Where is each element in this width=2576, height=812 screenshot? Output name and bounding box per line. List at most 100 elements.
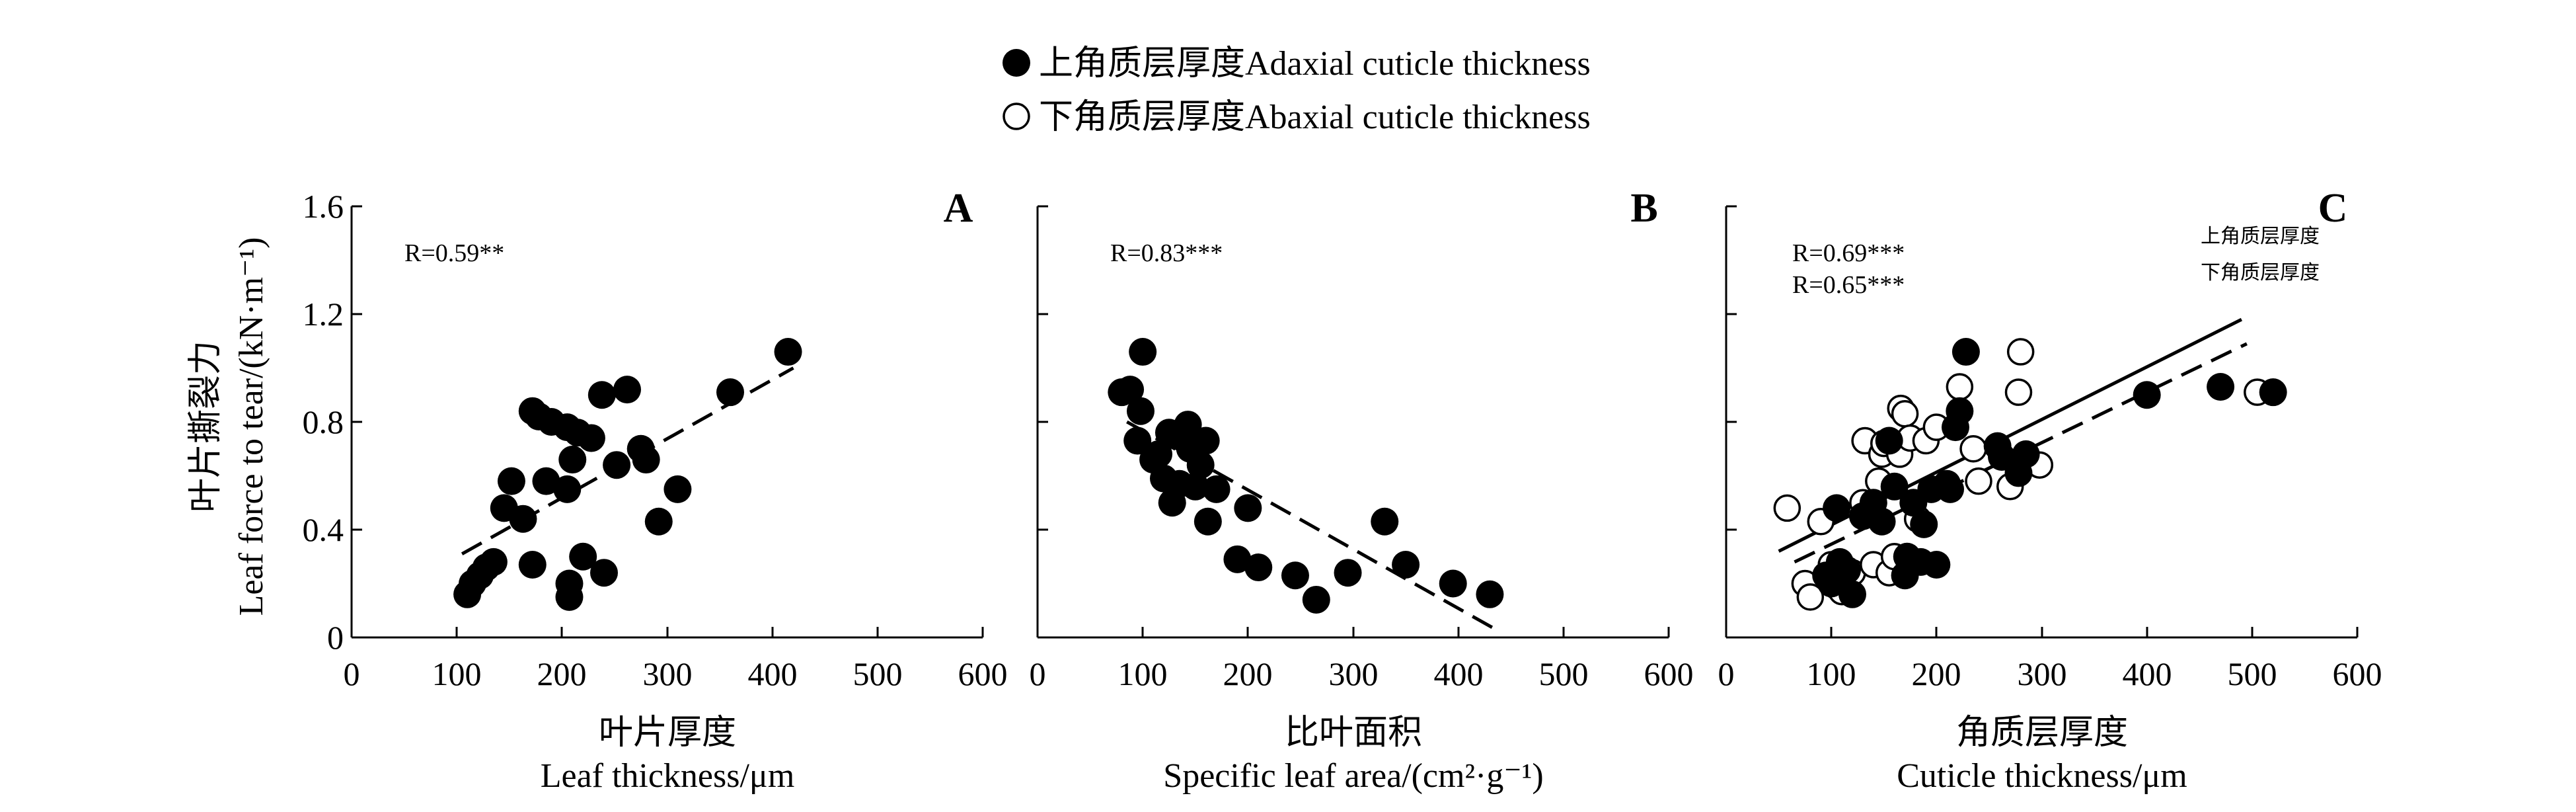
x-tick-label: 200 <box>1223 655 1273 692</box>
data-point <box>644 507 673 536</box>
data-point <box>509 505 537 533</box>
panel-a-x-label-en: Leaf thickness/μm <box>541 757 795 795</box>
x-tick-label: 500 <box>853 655 903 692</box>
data-point <box>518 550 547 579</box>
y-tick-label: 0 <box>327 619 344 656</box>
data-point-abaxial <box>2004 378 2033 406</box>
panel-b-letter: B <box>1630 186 1657 231</box>
y-tick-label: 0.4 <box>303 511 344 548</box>
x-tick-label: 600 <box>1644 655 1694 692</box>
panel-c-points <box>1773 338 2287 611</box>
x-tick-label: 600 <box>2333 655 2382 692</box>
y-axis-title: 叶片撕裂力 Leaf force to tear/(kN·m⁻¹) <box>187 237 270 616</box>
y-tick-label: 1.6 <box>303 188 344 225</box>
panel-c-x-label-en: Cuticle thickness/μm <box>1897 757 2187 795</box>
panel-c-line-label-dashed: 下角质层厚度 <box>2201 262 2320 284</box>
x-tick-label: 300 <box>1329 655 1379 692</box>
y-tick-label: 1.2 <box>303 296 344 333</box>
x-tick-label: 200 <box>1912 655 1961 692</box>
panel-b-points <box>1108 338 1504 614</box>
panel-c-r-value-abaxial: R=0.65*** <box>1792 271 1905 299</box>
data-point <box>590 559 618 587</box>
panel-b-x-tick-labels: 0 100 200 300 400 500 600 <box>1030 655 1694 692</box>
panel-a-letter: A <box>944 186 973 231</box>
panel-a-r-value: R=0.59** <box>404 239 504 267</box>
data-point <box>1392 550 1420 579</box>
x-tick-label: 400 <box>748 655 798 692</box>
data-point <box>1234 494 1262 522</box>
panel-a-y-ticks <box>352 205 362 639</box>
data-point-adaxial <box>2133 381 2161 409</box>
x-tick-label: 600 <box>958 655 1008 692</box>
panel-c-x-tick-labels: 0 100 200 300 400 500 600 <box>1718 655 2382 692</box>
panel-c-x-ticks <box>1725 627 2359 637</box>
data-point <box>663 475 692 503</box>
y-axis-label-en: Leaf force to tear/(kN·m⁻¹) <box>233 237 270 616</box>
data-point-adaxial <box>1823 494 1851 522</box>
panel-b-x-label-en: Specific leaf area/(cm²·g⁻¹) <box>1163 757 1543 795</box>
data-point-adaxial <box>1951 338 1980 366</box>
legend-open-label: 下角质层厚度Abaxial cuticle thickness <box>1039 99 1591 136</box>
data-point-adaxial <box>1868 507 1896 536</box>
data-point <box>1439 569 1467 598</box>
panel-b-x-label-cn: 比叶面积 <box>1285 714 1422 752</box>
data-point-abaxial <box>2006 338 2035 366</box>
data-point <box>1186 451 1215 479</box>
data-point-adaxial <box>2012 440 2040 468</box>
panel-a: 0 0.4 0.8 1.2 1.6 0 100 200 300 400 500 … <box>303 186 1008 795</box>
data-point <box>532 467 560 495</box>
legend-open-marker <box>1003 102 1030 130</box>
data-point <box>1123 426 1152 455</box>
data-point <box>1192 426 1220 455</box>
data-point <box>716 378 744 407</box>
x-tick-label: 0 <box>344 655 360 692</box>
data-point-adaxial <box>1833 556 1862 585</box>
data-point-adaxial <box>1875 426 1903 455</box>
data-point-abaxial <box>1959 435 1987 463</box>
data-point <box>1476 580 1504 608</box>
x-tick-label: 300 <box>643 655 693 692</box>
x-tick-label: 0 <box>1030 655 1046 692</box>
panel-a-y-tick-labels: 0 0.4 0.8 1.2 1.6 <box>303 188 344 656</box>
data-point <box>1129 338 1157 366</box>
data-point-adaxial <box>2207 373 2235 401</box>
data-point <box>553 475 582 503</box>
panel-c-x-label-cn: 角质层厚度 <box>1956 714 2128 752</box>
data-point <box>1281 561 1309 590</box>
x-tick-label: 500 <box>1539 655 1589 692</box>
panel-c-line-label-solid: 上角质层厚度 <box>2201 225 2320 247</box>
data-point <box>577 424 605 452</box>
data-point <box>1371 507 1399 536</box>
panel-b-y-ticks <box>1038 205 1048 639</box>
panel-b-x-ticks <box>1036 627 1670 637</box>
data-point <box>555 583 584 611</box>
data-point <box>558 446 587 474</box>
panel-a-x-tick-labels: 0 100 200 300 400 500 600 <box>344 655 1008 692</box>
data-point <box>632 446 660 474</box>
data-point-adaxial <box>1946 397 1974 425</box>
x-tick-label: 400 <box>2123 655 2172 692</box>
y-axis-label-cn: 叶片撕裂力 <box>187 341 225 512</box>
panel-a-x-ticks <box>350 627 984 637</box>
data-point-adaxial <box>1910 510 1938 538</box>
x-tick-label: 400 <box>1434 655 1484 692</box>
data-point <box>603 451 631 479</box>
data-point-adaxial <box>2259 378 2287 407</box>
data-point <box>1116 376 1145 404</box>
data-point <box>1145 440 1173 468</box>
panel-c-y-ticks <box>1726 205 1737 639</box>
panel-a-x-label-cn: 叶片厚度 <box>599 714 736 752</box>
data-point <box>1202 475 1231 503</box>
data-point <box>1334 559 1362 587</box>
data-point-abaxial <box>1891 400 1919 428</box>
x-tick-label: 500 <box>2228 655 2277 692</box>
data-point <box>1181 472 1209 501</box>
x-tick-label: 100 <box>432 655 482 692</box>
data-point-adaxial <box>1936 475 1965 503</box>
legend-filled-marker <box>1003 49 1030 77</box>
x-tick-label: 100 <box>1807 655 1856 692</box>
data-point <box>1126 397 1155 425</box>
data-point-abaxial <box>1965 467 1992 495</box>
data-point <box>613 376 642 404</box>
x-tick-label: 0 <box>1718 655 1735 692</box>
